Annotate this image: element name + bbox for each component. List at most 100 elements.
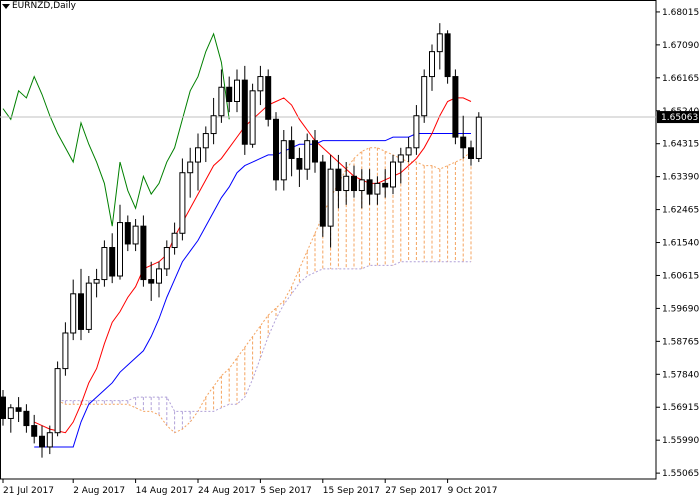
x-tick-label: 14 Aug 2017 bbox=[136, 486, 194, 496]
candle-body bbox=[195, 147, 201, 163]
candle bbox=[148, 261, 155, 301]
candle bbox=[156, 261, 162, 298]
y-tick-label: 1.56915 bbox=[662, 403, 699, 413]
senkou-span-a bbox=[57, 147, 472, 434]
y-tick-label: 1.66165 bbox=[662, 74, 699, 84]
candle bbox=[117, 204, 123, 280]
y-tick-label: 1.60615 bbox=[662, 271, 699, 281]
y-tick-label: 1.61540 bbox=[662, 239, 699, 249]
candle bbox=[343, 162, 350, 205]
candle-body bbox=[132, 225, 139, 245]
candle-body bbox=[179, 172, 186, 234]
candle bbox=[15, 397, 22, 423]
x-tick-label: 27 Sep 2017 bbox=[385, 486, 442, 496]
candle bbox=[304, 133, 311, 180]
candle-body bbox=[460, 136, 467, 149]
candle-body bbox=[54, 368, 61, 434]
candle-body bbox=[109, 247, 116, 277]
tenkan-sen-line bbox=[33, 97, 472, 434]
candle bbox=[436, 23, 443, 70]
candle-body bbox=[390, 161, 396, 188]
candle bbox=[23, 404, 30, 433]
candle bbox=[31, 414, 38, 444]
candle-body bbox=[327, 168, 334, 227]
candle bbox=[70, 279, 77, 341]
y-tick-label: 1.68015 bbox=[662, 8, 699, 18]
candle bbox=[475, 112, 482, 163]
candle-body bbox=[15, 407, 22, 412]
kijun-sen-line bbox=[34, 133, 471, 448]
candles bbox=[0, 23, 482, 458]
candle bbox=[39, 425, 45, 458]
candle-body bbox=[117, 222, 123, 277]
candle bbox=[319, 154, 326, 237]
candle bbox=[78, 268, 84, 341]
candle-body bbox=[0, 396, 6, 419]
y-tick-label: 1.64315 bbox=[662, 140, 699, 150]
y-tick-label: 1.63390 bbox=[662, 173, 699, 183]
candle bbox=[132, 219, 139, 252]
candle-body bbox=[234, 79, 240, 102]
candle bbox=[335, 154, 342, 209]
candle bbox=[0, 389, 6, 426]
candle bbox=[195, 133, 201, 191]
dropdown-triangle-icon[interactable] bbox=[2, 3, 10, 9]
symbol-label: EURNZD,Daily bbox=[2, 1, 76, 11]
y-tick-label: 1.59690 bbox=[662, 304, 699, 314]
candle-body bbox=[288, 140, 295, 159]
x-tick-label: 2 Aug 2017 bbox=[73, 486, 125, 496]
candle bbox=[46, 425, 53, 455]
candle-body bbox=[319, 161, 326, 227]
candle-body bbox=[374, 182, 381, 195]
candle-body bbox=[46, 432, 53, 448]
candle-body bbox=[31, 425, 38, 437]
indicator-lines bbox=[0, 32, 656, 448]
y-tick-label: 1.57840 bbox=[662, 370, 699, 380]
candle-body bbox=[436, 33, 443, 53]
candle-body bbox=[171, 232, 178, 249]
candle-body bbox=[140, 225, 147, 281]
candle bbox=[405, 137, 412, 163]
candle bbox=[288, 126, 295, 177]
candle-body bbox=[351, 175, 357, 192]
candle bbox=[460, 115, 467, 159]
candle bbox=[54, 361, 61, 437]
candle-body bbox=[23, 410, 30, 427]
candle-body bbox=[78, 293, 84, 330]
y-tick-label: 1.62465 bbox=[662, 206, 699, 216]
candle bbox=[62, 322, 69, 376]
candle bbox=[140, 215, 147, 287]
candle bbox=[241, 65, 248, 155]
candle bbox=[366, 169, 373, 205]
candle-body bbox=[156, 268, 162, 284]
candle-body bbox=[241, 79, 248, 145]
candle-body bbox=[187, 161, 194, 174]
candle bbox=[390, 154, 396, 195]
candle bbox=[374, 176, 381, 205]
candle bbox=[93, 268, 100, 298]
candle-body bbox=[405, 147, 412, 156]
candle-body bbox=[249, 90, 256, 145]
candle bbox=[187, 147, 194, 198]
y-tick-label: 1.67090 bbox=[662, 41, 699, 51]
candle-body bbox=[452, 76, 459, 138]
candle bbox=[7, 404, 14, 433]
candle-body bbox=[444, 33, 451, 78]
symbol-text: EURNZD,Daily bbox=[12, 1, 76, 11]
candle-body bbox=[296, 157, 303, 170]
candle-body bbox=[312, 140, 318, 163]
candle bbox=[124, 215, 131, 252]
candle bbox=[312, 129, 318, 173]
candle-body bbox=[148, 279, 155, 284]
candle-body bbox=[7, 407, 14, 419]
candle bbox=[265, 69, 272, 127]
candle-body bbox=[304, 140, 311, 170]
candle-body bbox=[124, 222, 131, 245]
chikou-span-line bbox=[2, 32, 230, 227]
candle-body bbox=[257, 76, 264, 92]
x-tick-label: 9 Oct 2017 bbox=[448, 486, 498, 496]
candle-body bbox=[273, 118, 279, 181]
candle bbox=[468, 140, 474, 166]
candle-body bbox=[468, 147, 474, 159]
